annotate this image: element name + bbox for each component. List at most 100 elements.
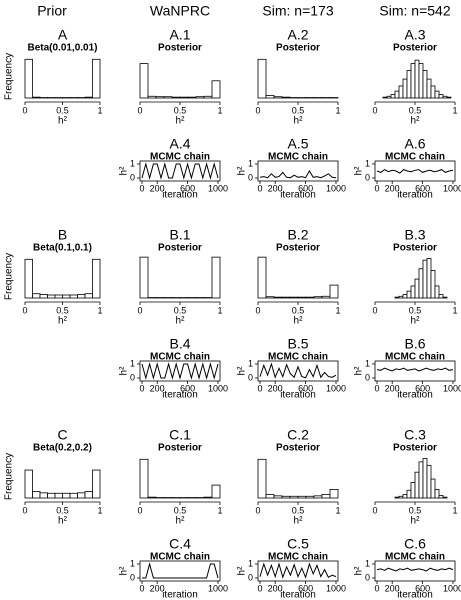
x-tick-label: 1 xyxy=(97,305,102,315)
panel-subtitle: Posterior xyxy=(393,43,437,54)
x-tick-label: 600 xyxy=(180,183,195,193)
x-tick-label: 1 xyxy=(217,105,222,115)
x-tick-label: 200 xyxy=(385,583,400,593)
histogram-bar xyxy=(92,258,101,299)
x-tick-label: 0 xyxy=(372,105,377,115)
panel-subtitle: Posterior xyxy=(158,243,202,254)
histogram-bar xyxy=(84,293,93,299)
histogram-bar xyxy=(305,495,315,499)
histogram-bar xyxy=(297,495,307,499)
x-axis-label: h² xyxy=(411,516,421,527)
x-axis-label: iteration xyxy=(280,190,316,201)
x-tick-label: 0.5 xyxy=(409,505,422,515)
histogram-bar xyxy=(406,489,412,499)
x-axis-label: h² xyxy=(294,316,304,327)
histogram-bar xyxy=(398,495,404,499)
panel-subtitle: Posterior xyxy=(158,43,202,54)
x-axis-label: h² xyxy=(294,516,304,527)
x-tick-label: 1000 xyxy=(443,583,461,593)
y-tick-label: 0 xyxy=(365,372,370,382)
x-tick-label: 0 xyxy=(374,183,379,193)
histogram-bar xyxy=(265,296,275,299)
x-axis-label: h² xyxy=(294,116,304,127)
histogram-bar xyxy=(24,58,33,99)
y-tick-label: 1 xyxy=(248,558,253,568)
y-axis-label: h² xyxy=(237,166,248,176)
x-tick-label: 600 xyxy=(298,183,313,193)
x-tick-label: 1 xyxy=(217,305,222,315)
x-tick-label: 0 xyxy=(255,305,260,315)
histogram-bar xyxy=(32,96,41,99)
histogram-bar xyxy=(430,270,436,299)
x-tick-label: 1000 xyxy=(443,183,461,193)
panel-title: C.1 xyxy=(169,427,191,443)
histogram-bar xyxy=(69,294,78,299)
panel-subtitle: MCMC chain xyxy=(385,352,445,363)
x-tick-label: 200 xyxy=(268,183,283,193)
panel-subtitle: Posterior xyxy=(276,243,320,254)
panel-title: A.1 xyxy=(169,27,190,43)
histogram-bar xyxy=(438,495,444,499)
panel-subtitle: Beta(0.1,0.1) xyxy=(33,243,92,254)
y-tick-label: 0 xyxy=(248,372,253,382)
histogram-bar xyxy=(422,70,428,99)
x-tick-label: 0 xyxy=(372,305,377,315)
plot-frame xyxy=(257,560,339,582)
histogram-bar xyxy=(289,495,299,499)
histogram-bar xyxy=(24,258,33,299)
histogram-bar xyxy=(147,95,157,99)
histogram-bar xyxy=(62,492,71,499)
y-axis-label: h² xyxy=(237,566,248,576)
panel-title: B.6 xyxy=(404,336,425,352)
histogram-bar xyxy=(329,284,339,299)
histogram-bar xyxy=(402,494,408,499)
histogram-bar xyxy=(410,285,416,299)
histogram-bar xyxy=(414,59,420,99)
histogram-bar xyxy=(54,492,63,499)
histogram-bar xyxy=(426,258,432,299)
histogram-bar xyxy=(382,96,388,99)
column-header: Sim: n=542 xyxy=(379,3,450,19)
histogram-bar xyxy=(434,285,440,299)
x-tick-label: 0 xyxy=(255,505,260,515)
histogram-bar xyxy=(84,491,93,499)
x-tick-label: 1 xyxy=(97,505,102,515)
histogram-bar xyxy=(273,96,283,99)
x-tick-label: 200 xyxy=(150,183,165,193)
x-tick-label: 1 xyxy=(335,505,340,515)
x-tick-label: 0 xyxy=(257,383,262,393)
x-tick-label: 1 xyxy=(335,305,340,315)
y-axis-label: h² xyxy=(119,166,130,176)
y-axis-label: h² xyxy=(354,366,365,376)
chain-line xyxy=(141,362,219,380)
histogram-bar xyxy=(313,495,323,499)
panel-title: C.2 xyxy=(287,427,309,443)
histogram-bar xyxy=(438,294,444,299)
y-axis-label: h² xyxy=(119,566,130,576)
histogram-bar xyxy=(321,295,331,299)
y-tick-label: 1 xyxy=(365,558,370,568)
plot-frame xyxy=(139,160,221,182)
histogram-bar xyxy=(394,296,400,299)
y-tick-label: 0 xyxy=(130,572,135,582)
histogram-bar xyxy=(54,294,63,299)
histogram-bar xyxy=(265,494,275,499)
x-tick-label: 1000 xyxy=(443,383,461,393)
y-tick-label: 1 xyxy=(248,358,253,368)
histogram-bar xyxy=(179,96,189,99)
y-tick-label: 0 xyxy=(130,172,135,182)
panel-title: B.4 xyxy=(169,336,190,352)
x-tick-label: 1000 xyxy=(326,383,346,393)
histogram-bar xyxy=(289,296,299,299)
panel-title: A.2 xyxy=(287,27,308,43)
x-axis-label: h² xyxy=(411,316,421,327)
panel-title: C.4 xyxy=(169,536,191,552)
histogram-bar xyxy=(32,491,41,499)
column-header: Prior xyxy=(37,3,67,19)
histogram-bar xyxy=(257,458,267,499)
histogram-bar xyxy=(329,488,339,499)
panel-subtitle: Posterior xyxy=(158,443,202,454)
y-tick-label: 1 xyxy=(248,158,253,168)
panel-subtitle: Posterior xyxy=(393,443,437,454)
histogram-bar xyxy=(77,492,86,499)
